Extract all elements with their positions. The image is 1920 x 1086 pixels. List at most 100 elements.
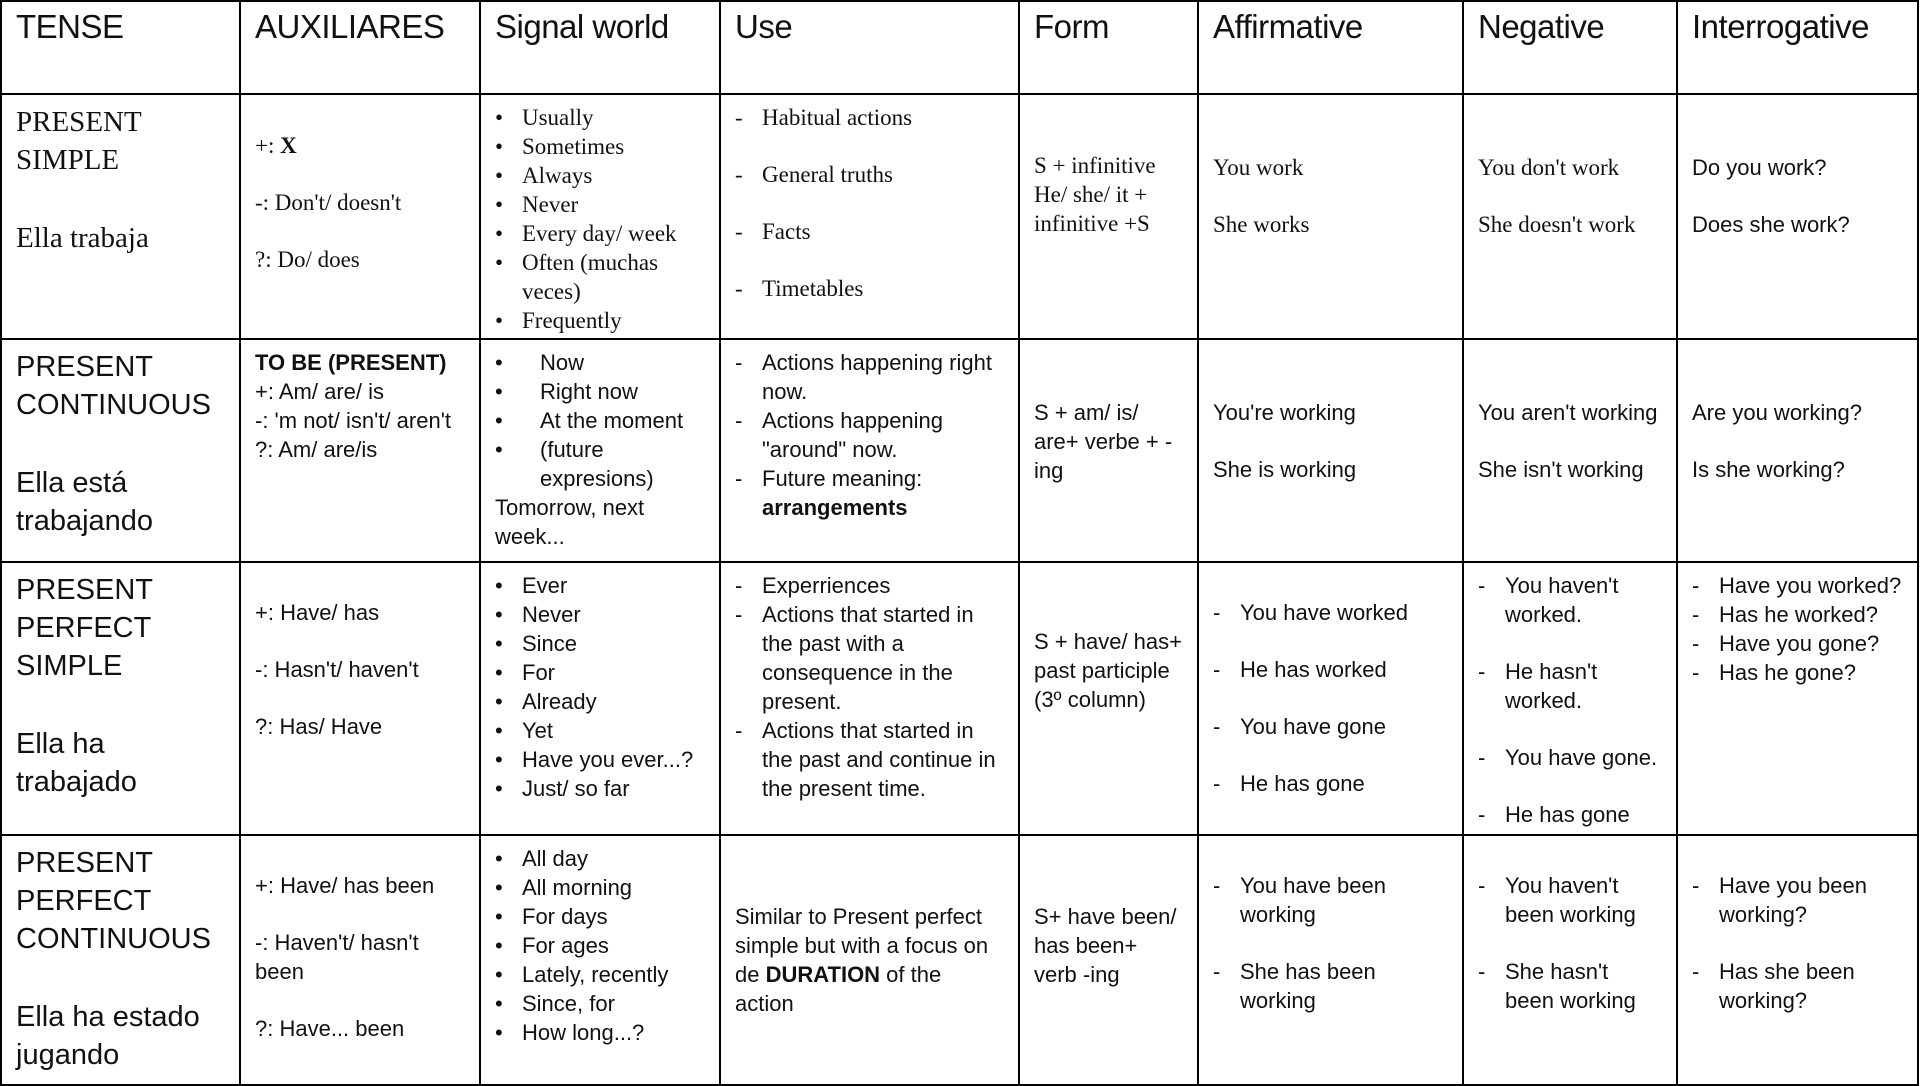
dash-icon: -	[1478, 873, 1486, 898]
auxiliares-item: ?: Have... been	[255, 1014, 465, 1043]
tense-row: PRESENT PERFECT CONTINUOUS Ella ha estado…	[0, 834, 1919, 1086]
item-text: ?: Has/ Have	[255, 714, 383, 739]
dash-icon: -	[735, 718, 743, 743]
cell-negative: You don't work She doesn't work	[1462, 93, 1678, 340]
tense-row: PRESENT PERFECT SIMPLE Ella ha trabajado +…	[0, 561, 1919, 836]
tense-translation: Ella ha trabajado	[16, 725, 225, 801]
item-text: She doesn't work	[1478, 212, 1636, 237]
item-text: Have you been working?	[1719, 873, 1867, 927]
item-text: Future meaning: arrangements	[762, 464, 1004, 522]
dash-icon: -	[735, 408, 743, 433]
item-text: He has gone	[1240, 771, 1365, 796]
cell-interrogative: Are you working? Is she working?	[1676, 338, 1919, 563]
dash-icon: -	[735, 219, 743, 244]
dash-icon: -	[1213, 873, 1221, 898]
negative-item: - You have gone.	[1478, 743, 1662, 772]
bullet-icon: •	[495, 875, 503, 900]
item-text: Often (muchas veces)	[522, 250, 659, 304]
header-interrogative: Interrogative	[1676, 0, 1919, 95]
interrogative-item: Is she working?	[1692, 455, 1903, 484]
header-use: Use	[719, 0, 1020, 95]
item-text: She is working	[1213, 457, 1357, 482]
item-text: PRESENT PERFECT CONTINUOUS	[16, 847, 211, 955]
dash-icon: -	[735, 350, 743, 375]
signal-word: Tomorrow, next week...	[495, 493, 705, 551]
auxiliares-item: ?: Am/ are/is	[255, 435, 465, 464]
item-text: All day	[522, 846, 589, 871]
form-item: S + infinitive	[1034, 151, 1183, 180]
item-text: General truths	[762, 162, 893, 187]
use-item: - Actions happening right now.	[735, 348, 1004, 406]
item-text: -: Hasn't/ haven't	[255, 657, 419, 682]
item-text: Never	[522, 602, 581, 627]
affirmative-item: - You have gone	[1213, 712, 1448, 741]
item-text: You haven't worked.	[1505, 573, 1619, 627]
item-text: He has gone	[1505, 802, 1630, 827]
bullet-icon: •	[495, 747, 503, 772]
signal-word: • Since, for	[495, 989, 705, 1018]
tense-name: PRESENT PERFECT SIMPLE	[16, 571, 225, 685]
interrogative-item: - Have you been working?	[1692, 871, 1903, 929]
cell-negative: - You haven't been working - She hasn't bee…	[1462, 834, 1678, 1086]
header-affirmative: Affirmative	[1197, 0, 1464, 95]
text-segment: of the action	[735, 962, 942, 1016]
item-text: Are you working?	[1692, 400, 1862, 425]
interrogative-item: Do you work?	[1692, 153, 1903, 182]
signal-word: • Already	[495, 687, 705, 716]
item-text: PRESENT SIMPLE	[16, 106, 142, 176]
cell-tense: PRESENT SIMPLE Ella trabaja	[0, 93, 241, 340]
negative-item: You don't work	[1478, 153, 1662, 182]
auxiliares-item: +: Have/ has been	[255, 871, 465, 900]
dash-icon: -	[1692, 873, 1700, 898]
item-text: She works	[1213, 212, 1310, 237]
tense-name: PRESENT SIMPLE	[16, 103, 225, 179]
item-text: For days	[522, 904, 608, 929]
interrogative-item: - Has he gone?	[1692, 658, 1903, 687]
bullet-icon: •	[495, 105, 504, 130]
use-item: Similar to Present perfect simple but wi…	[735, 902, 1004, 1018]
use-item: - Habitual actions	[735, 103, 1004, 132]
affirmative-item: You're working	[1213, 398, 1448, 427]
interrogative-item: Are you working?	[1692, 398, 1903, 427]
signal-word: • Yet	[495, 716, 705, 745]
item-text: (future expresions)	[540, 437, 654, 491]
item-text: TO BE (PRESENT)	[255, 348, 465, 377]
item-text: She isn't working	[1478, 457, 1644, 482]
bullet-icon: •	[495, 379, 503, 404]
signal-word: • Often (muchas veces)	[495, 248, 705, 306]
item-text: At the moment	[540, 408, 684, 433]
dash-icon: -	[1213, 959, 1221, 984]
cell-affirmative: You work She works	[1197, 93, 1464, 340]
item-text: +: X	[255, 131, 465, 160]
cell-tense: PRESENT PERFECT SIMPLE Ella ha trabajado	[0, 561, 241, 836]
bullet-icon: •	[495, 221, 504, 246]
bullet-icon: •	[495, 631, 503, 656]
dash-icon: -	[735, 162, 743, 187]
item-text: +: Am/ are/ is	[255, 379, 384, 404]
dash-icon: -	[1213, 600, 1221, 625]
item-text: Ella trabaja	[16, 222, 149, 254]
item-text: S + infinitive	[1034, 153, 1156, 178]
affirmative-item: - You have worked	[1213, 598, 1448, 627]
dash-icon: -	[1478, 802, 1486, 827]
item-text: Ella ha trabajado	[16, 728, 137, 798]
cell-auxiliares: TO BE (PRESENT) +: Am/ are/ is -: 'm not/ …	[239, 338, 481, 563]
signal-word: • Never	[495, 600, 705, 629]
item-text: All morning	[522, 875, 633, 900]
item-text: PRESENT CONTINUOUS	[16, 351, 211, 421]
affirmative-item: - You have been working	[1213, 871, 1448, 929]
item-text: Has he worked?	[1719, 602, 1878, 627]
item-text: Is she working?	[1692, 457, 1845, 482]
dash-icon: -	[735, 105, 743, 130]
item-text: You're working	[1213, 400, 1356, 425]
cell-signal: • Usually • Sometimes • Always • Never • Every da…	[479, 93, 721, 340]
form-item: He/ she/ it + infinitive +S	[1034, 180, 1183, 238]
dash-icon: -	[1478, 659, 1486, 684]
dash-icon: -	[735, 466, 743, 491]
signal-word: • Since	[495, 629, 705, 658]
item-text: You aren't working	[1478, 400, 1658, 425]
text-segment: TO BE (PRESENT)	[255, 350, 447, 375]
header-tense: TENSE	[0, 0, 241, 95]
bullet-icon: •	[495, 776, 503, 801]
bullet-icon: •	[495, 962, 503, 987]
